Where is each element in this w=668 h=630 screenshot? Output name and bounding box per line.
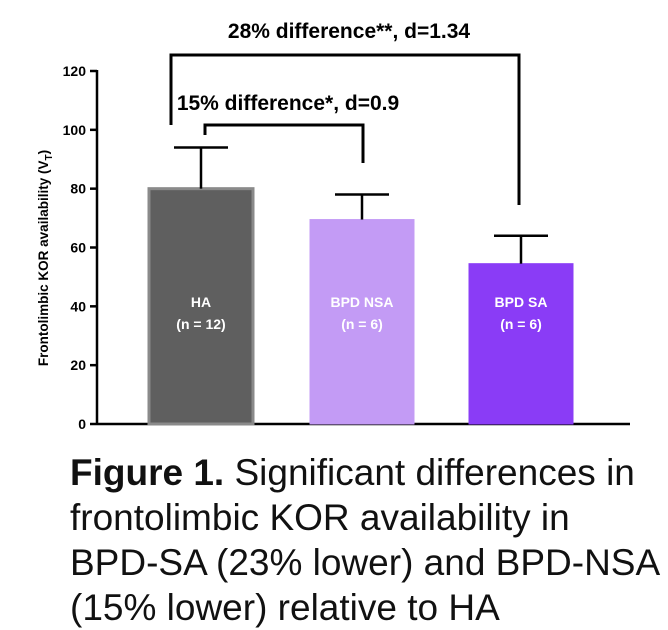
comparison-label: 28% difference**, d=1.34 xyxy=(228,20,471,43)
bar-label: HA xyxy=(191,294,211,310)
significance-brackets: 28% difference**, d=1.34 15% difference*,… xyxy=(169,20,521,205)
y-axis-label-subscript: T xyxy=(44,154,55,160)
y-tick-label: 60 xyxy=(70,240,86,256)
bar-label: BPD NSA xyxy=(330,294,393,310)
y-tick-label: 80 xyxy=(70,181,86,197)
bar-n-label: (n = 12) xyxy=(176,316,225,332)
y-tick-label: 100 xyxy=(63,122,87,138)
bar-n-label: (n = 6) xyxy=(500,316,542,332)
bar xyxy=(468,263,574,425)
bar xyxy=(147,187,255,426)
caption-label: Figure 1. xyxy=(70,452,225,493)
figure-caption: Figure 1. Significant differences in fro… xyxy=(70,450,660,630)
comparison-bracket xyxy=(203,123,365,163)
bar xyxy=(309,219,415,425)
bar-label: BPD SA xyxy=(495,294,548,310)
bars: HA (n = 12) BPD NSA (n = 6) BPD SA (n = 6) xyxy=(147,146,574,426)
comparison-label: 15% difference*, d=0.9 xyxy=(177,92,399,115)
bar-chart: Frontolimbic KOR availability (VT) 0 20 40… xyxy=(36,20,630,432)
y-axis-label-close: ) xyxy=(36,150,51,155)
bar-n-label: (n = 6) xyxy=(341,316,383,332)
y-tick-label: 40 xyxy=(70,298,86,314)
y-tick-label: 0 xyxy=(78,416,86,432)
comparison-bracket xyxy=(169,53,521,205)
y-axis-label: Frontolimbic KOR availability (VT) xyxy=(36,150,55,366)
caption-text: Significant differences in frontolimbic … xyxy=(70,452,659,628)
y-tick-label: 20 xyxy=(70,357,86,373)
y-tick-label: 120 xyxy=(63,63,87,79)
y-axis-label-text: Frontolimbic KOR availability (V xyxy=(36,161,51,367)
svg-text:Frontolimbic KOR availability: Frontolimbic KOR availability (VT) xyxy=(36,150,55,366)
